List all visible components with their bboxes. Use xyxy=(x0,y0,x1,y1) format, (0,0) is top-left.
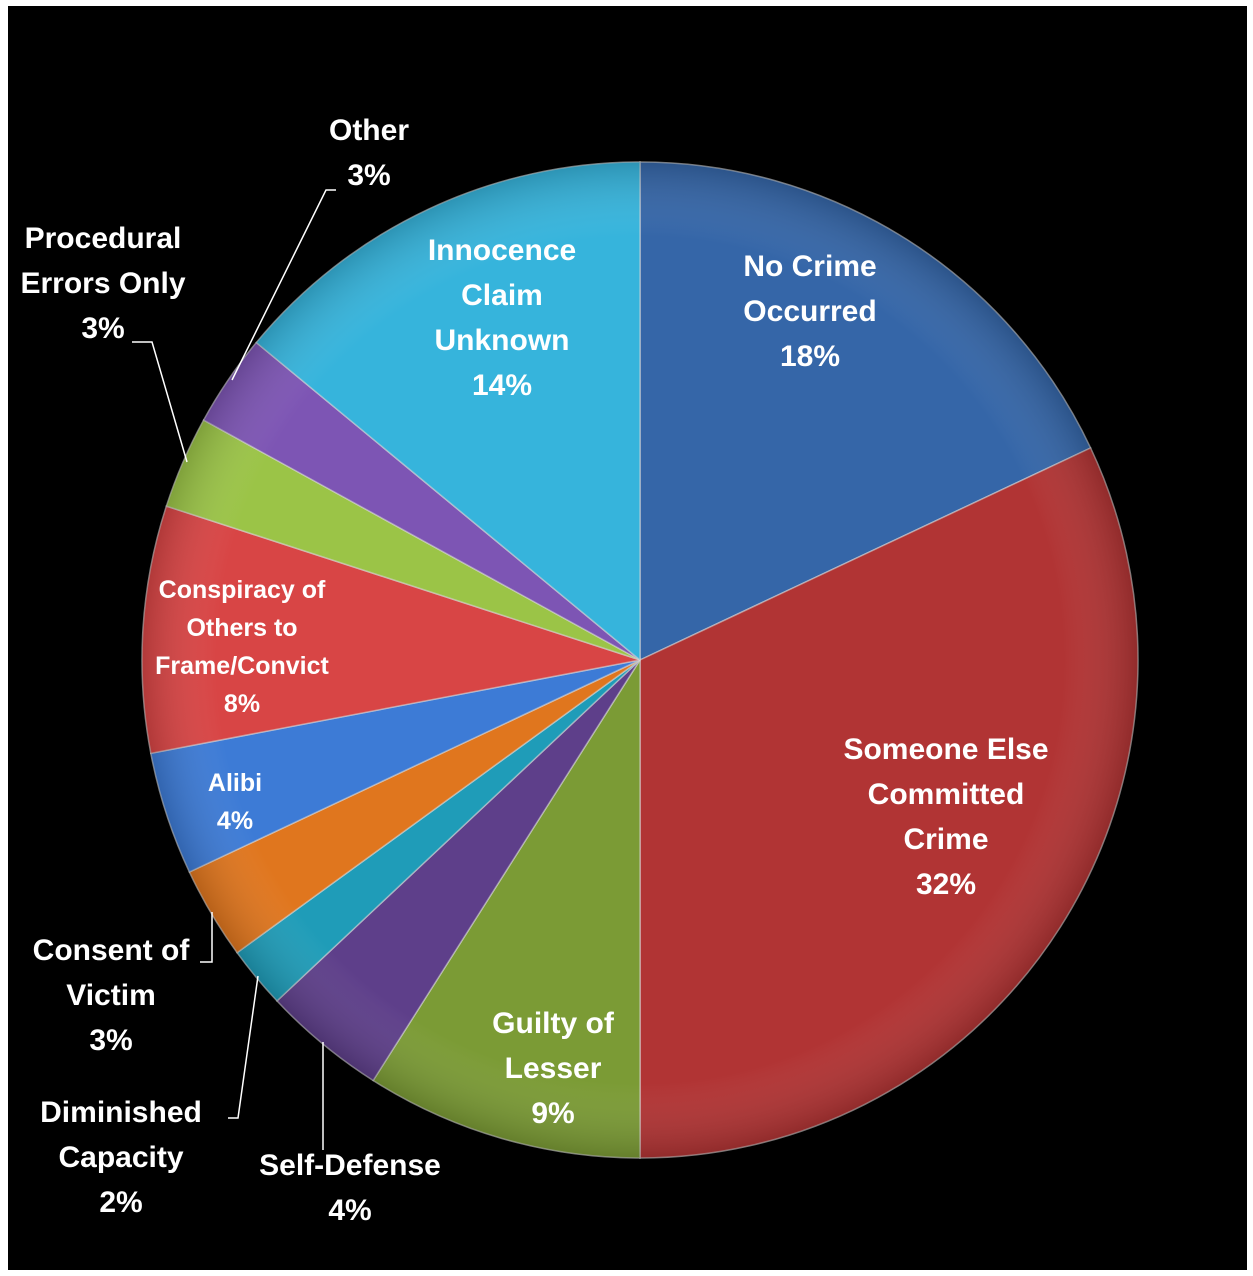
data-label-category-line: Consent of xyxy=(33,934,191,967)
data-label-no-crime: No Crime Occurred 18% xyxy=(743,250,876,373)
data-label-category-line: Alibi xyxy=(208,769,262,797)
data-label-value: 3% xyxy=(89,1024,132,1057)
data-label-category-line: Others to xyxy=(186,614,297,642)
data-label-guilty-lesser: Guilty of Lesser 9% xyxy=(492,1007,615,1130)
data-label-procedural: Procedural Errors Only 3% xyxy=(20,222,185,345)
data-label-category-line: Victim xyxy=(66,979,156,1012)
data-label-category-line: Claim xyxy=(461,279,543,312)
data-label-category-line: Frame/Convict xyxy=(155,652,329,680)
pie-shading xyxy=(142,162,1138,1158)
data-label-category-line: Occurred xyxy=(743,295,876,328)
data-label-value: 2% xyxy=(99,1186,142,1219)
data-label-category-line: No Crime xyxy=(743,250,876,283)
data-label-category-line: Crime xyxy=(903,823,988,856)
data-label-category-line: Lesser xyxy=(505,1052,602,1085)
leader-line-diminished xyxy=(228,975,259,1119)
data-label-value: 3% xyxy=(347,159,390,192)
data-label-category-line: Committed xyxy=(868,778,1025,811)
data-label-category-line: Conspiracy of xyxy=(159,576,326,604)
data-label-category-line: Guilty of xyxy=(492,1007,615,1040)
data-label-value: 3% xyxy=(81,312,124,345)
data-label-value: 4% xyxy=(217,807,253,835)
data-label-value: 9% xyxy=(531,1097,574,1130)
data-label-conspiracy: Conspiracy of Others to Frame/Convict 8% xyxy=(155,576,329,718)
data-label-someone-else: Someone Else Committed Crime 32% xyxy=(843,733,1048,901)
data-label-value: 18% xyxy=(780,340,840,373)
data-label-category-line: Someone Else xyxy=(843,733,1048,766)
leader-line-consent xyxy=(200,912,213,963)
data-label-category-line: Capacity xyxy=(58,1141,183,1174)
data-label-alibi: Alibi 4% xyxy=(208,769,262,835)
data-label-value: 32% xyxy=(916,868,976,901)
data-label-category-line: Procedural xyxy=(25,222,182,255)
data-label-category-line: Innocence xyxy=(428,234,576,267)
data-label-other: Other 3% xyxy=(329,114,409,192)
leader-line-procedural xyxy=(132,341,188,463)
data-label-value: 14% xyxy=(472,369,532,402)
leader-line-other xyxy=(231,189,336,381)
data-label-self-defense: Self-Defense 4% xyxy=(259,1149,441,1227)
data-labels: No Crime Occurred 18% Someone Else Committed… xyxy=(20,114,1048,1227)
data-label-category-line: Unknown xyxy=(435,324,570,357)
data-label-category-line: Diminished xyxy=(40,1096,202,1129)
data-label-innocence-unknown: Innocence Claim Unknown 14% xyxy=(428,234,576,402)
leader-lines xyxy=(132,189,336,1150)
data-label-category-line: Errors Only xyxy=(20,267,185,300)
data-label-value: 4% xyxy=(328,1194,371,1227)
data-label-diminished: Diminished Capacity 2% xyxy=(40,1096,202,1219)
data-label-value: 8% xyxy=(224,690,260,718)
data-label-category-line: Self-Defense xyxy=(259,1149,441,1182)
data-label-category-line: Other xyxy=(329,114,409,147)
data-label-consent: Consent of Victim 3% xyxy=(33,934,191,1057)
